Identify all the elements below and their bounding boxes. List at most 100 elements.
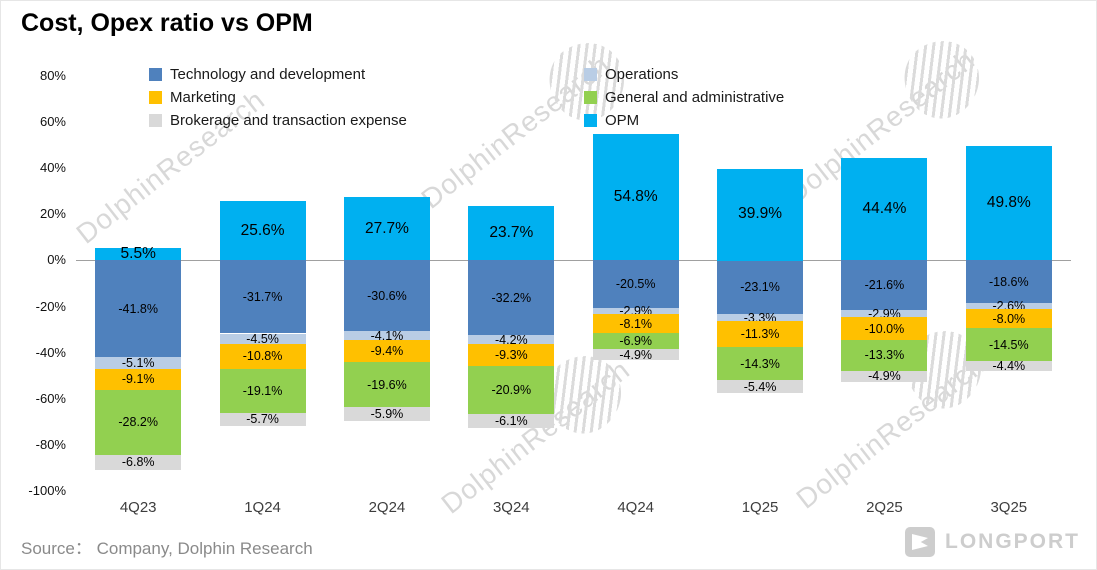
- bar-segment: [592, 307, 679, 315]
- segment-value-label: -6.1%: [494, 414, 528, 428]
- bar-segment: [95, 247, 182, 261]
- segment-value-label: -3.3%: [743, 310, 777, 325]
- bar-segment: [219, 412, 306, 426]
- segment-value-label: -4.9%: [868, 369, 901, 384]
- longport-text: LONGPORT: [945, 530, 1080, 553]
- legend-item-technology: Technology and development: [149, 63, 407, 86]
- bar-segment: [841, 158, 928, 261]
- segment-value-label: -19.1%: [242, 383, 283, 398]
- x-axis-label: 1Q24: [244, 499, 281, 516]
- segment-value-label: -21.6%: [864, 278, 905, 293]
- bar-segment: [95, 389, 182, 455]
- opm-value-label: 27.7%: [364, 219, 409, 237]
- segment-value-label: -20.9%: [491, 382, 532, 397]
- opm-value-label: 39.9%: [738, 205, 783, 223]
- segment-value-label: -4.4%: [992, 359, 1026, 374]
- x-axis-label: 3Q24: [492, 499, 530, 516]
- chart-title: Cost, Opex ratio vs OPM: [21, 9, 313, 37]
- bar-segment: [965, 361, 1052, 372]
- bar-segment: [717, 168, 804, 261]
- bar-segment: [95, 356, 182, 369]
- bar-segment: [592, 134, 679, 261]
- bar-segment: [592, 314, 679, 334]
- opm-value-label: 44.4%: [862, 200, 907, 218]
- segment-value-label: -4.1%: [370, 328, 404, 343]
- opm-value-label: 54.8%: [613, 188, 658, 206]
- bar-segment: [717, 380, 804, 393]
- segment-value-label: -9.4%: [370, 344, 404, 359]
- segment-value-label: -5.4%: [743, 379, 777, 394]
- y-axis-label: 40%: [39, 160, 66, 176]
- opm-value-label: 25.6%: [240, 221, 285, 239]
- bar-segment: [219, 260, 306, 334]
- y-axis-label: -80%: [35, 436, 66, 452]
- segment-value-label: -9.3%: [494, 348, 528, 363]
- y-axis-label: 0%: [47, 252, 66, 268]
- chart-legend-column-1: Technology and development Marketing Bro…: [149, 63, 407, 132]
- legend-item-opm: OPM: [584, 109, 784, 132]
- segment-value-label: -5.1%: [121, 355, 155, 370]
- source-note: Source： Company, Dolphin Research: [21, 539, 313, 558]
- bar-segment: [841, 260, 928, 311]
- bar-segment: [219, 343, 306, 369]
- legend-label-general-admin: General and administrative: [605, 89, 785, 106]
- x-axis-label: 4Q23: [119, 499, 157, 516]
- bar-segment: [468, 334, 555, 345]
- segment-value-label: -4.5%: [246, 331, 279, 346]
- bar-segment: [219, 201, 306, 261]
- segment-value-label: -41.8%: [118, 301, 158, 316]
- longport-logo-icon: [905, 527, 935, 557]
- legend-swatch-technology: [149, 68, 162, 81]
- bar-segment: [219, 333, 306, 344]
- segment-value-label: -5.7%: [246, 412, 279, 427]
- bar-segment: [717, 347, 804, 381]
- legend-swatch-operations: [584, 68, 597, 81]
- bar-segment: [965, 303, 1052, 310]
- segment-value-label: -8.0%: [992, 311, 1026, 326]
- bar-segment: [343, 196, 430, 261]
- longport-brand: LONGPORT: [905, 527, 1080, 557]
- legend-label-technology: Technology and development: [170, 66, 366, 83]
- legend-item-marketing: Marketing: [149, 86, 407, 109]
- segment-value-label: -9.1%: [121, 372, 155, 387]
- y-axis-label: -100%: [28, 483, 66, 498]
- segment-value-label: -4.2%: [494, 332, 528, 347]
- segment-value-label: -10.0%: [864, 321, 905, 336]
- bar-segment: [717, 313, 804, 322]
- legend-label-brokerage: Brokerage and transaction expense: [170, 112, 407, 129]
- legend-item-brokerage: Brokerage and transaction expense: [149, 109, 407, 132]
- bar-segment: [592, 260, 679, 308]
- legend-label-marketing: Marketing: [170, 89, 236, 106]
- legend-label-operations: Operations: [605, 66, 679, 83]
- y-axis-label: -60%: [35, 390, 66, 406]
- bar-segment: [841, 370, 928, 382]
- y-axis-label: 60%: [39, 114, 66, 130]
- segment-value-label: -6.8%: [121, 455, 155, 470]
- bar-segment: [965, 260, 1052, 304]
- legend-swatch-brokerage: [149, 114, 162, 127]
- y-axis-label: 80%: [39, 68, 66, 83]
- y-axis-label: -40%: [35, 344, 66, 360]
- segment-value-label: -20.5%: [615, 277, 656, 292]
- bar-segment: [717, 260, 804, 314]
- segment-value-label: -23.1%: [740, 280, 780, 295]
- bar-segment: [343, 260, 430, 331]
- bar-segment: [468, 260, 555, 335]
- segment-value-label: -32.2%: [491, 290, 532, 305]
- segment-value-label: -11.3%: [740, 327, 780, 342]
- bar-segment: [95, 368, 182, 390]
- segment-value-label: -30.6%: [367, 288, 407, 303]
- segment-value-label: -18.6%: [989, 274, 1029, 289]
- opm-value-label: 5.5%: [120, 245, 156, 263]
- segment-value-label: -8.1%: [619, 316, 653, 331]
- bar-segment: [95, 454, 182, 471]
- legend-item-operations: Operations: [584, 63, 784, 86]
- bar-segment: [343, 407, 430, 421]
- y-axis-label: -20%: [35, 298, 66, 314]
- x-axis-label: 2Q25: [866, 499, 903, 516]
- segment-value-label: -14.5%: [989, 337, 1029, 352]
- bar-segment: [343, 362, 430, 408]
- y-axis-label: 20%: [39, 206, 66, 222]
- x-axis-label: 2Q24: [368, 499, 406, 516]
